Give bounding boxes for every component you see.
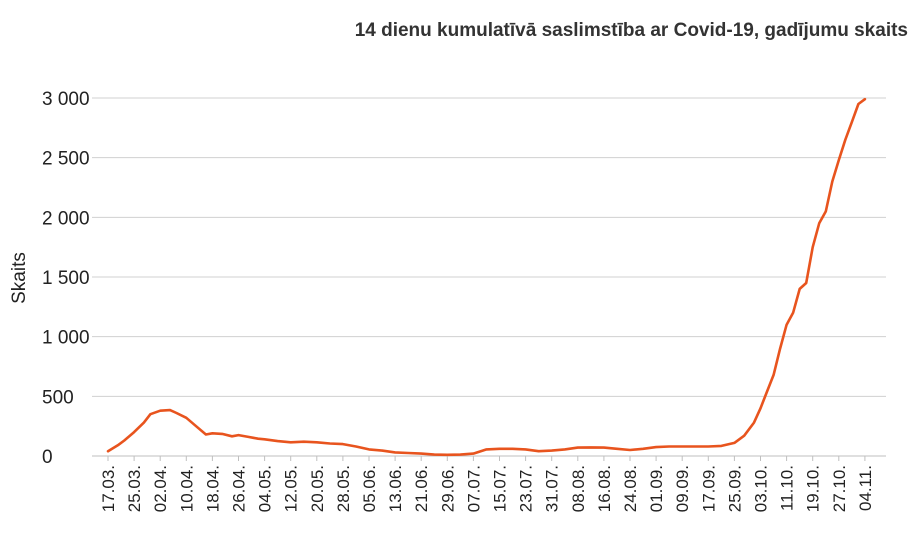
x-axis-ticks: 17.03. 25.03. 02.04. 10.04. 18.04. 26.04. 04.0… [99,456,875,512]
y-tick-label: 0 [42,447,53,468]
x-tick-label: 19.10. [804,465,823,512]
x-tick-label: 28.05. [334,465,353,512]
x-tick-label: 10.04. [177,465,196,512]
y-axis-ticks: 0 500 1 000 1 500 2 000 2 500 3 000 [42,89,90,468]
y-tick-label: 1 000 [42,328,90,349]
gridlines [92,97,886,457]
series-group [106,97,867,457]
series-line [106,97,867,457]
x-tick-label: 31.07. [543,465,562,512]
x-tick-label: 02.04. [151,465,170,512]
x-tick-label: 18.04. [203,465,222,512]
x-tick-label: 04.05. [256,465,275,512]
x-tick-label: 16.08. [595,465,614,512]
x-tick-label: 15.07. [491,465,510,512]
y-tick-label: 500 [42,387,74,408]
x-tick-label: 23.07. [517,465,536,512]
x-tick-label: 05.06. [360,465,379,512]
x-tick-label: 13.06. [386,465,405,512]
x-tick-label: 03.10. [752,465,771,512]
x-tick-label: 01.09. [647,465,666,512]
x-tick-label: 08.08. [569,465,588,512]
x-tick-label: 07.07. [464,465,483,512]
y-tick-label: 3 000 [42,89,90,110]
x-tick-label: 29.06. [438,465,457,512]
x-tick-label: 25.03. [125,465,144,512]
x-tick-label: 09.09. [673,465,692,512]
x-tick-label: 17.09. [699,465,718,512]
x-tick-label: 11.10. [778,465,797,511]
x-tick-label: 27.10. [830,465,849,512]
y-axis-label: Skaits [9,252,30,304]
x-tick-label: 21.06. [412,465,431,512]
x-tick-label: 26.04. [230,465,249,512]
y-tick-label: 2 500 [42,149,90,170]
y-tick-label: 1 500 [42,268,90,289]
chart-title: 14 dienu kumulatīvā saslimstība ar Covid… [355,20,908,41]
x-tick-label: 04.11. [856,465,875,511]
x-tick-label: 25.09. [725,465,744,512]
x-tick-label: 17.03. [99,465,118,512]
x-tick-label: 20.05. [308,465,327,512]
x-tick-label: 24.08. [621,465,640,512]
x-tick-label: 12.05. [282,465,301,512]
y-tick-label: 2 000 [42,208,90,229]
